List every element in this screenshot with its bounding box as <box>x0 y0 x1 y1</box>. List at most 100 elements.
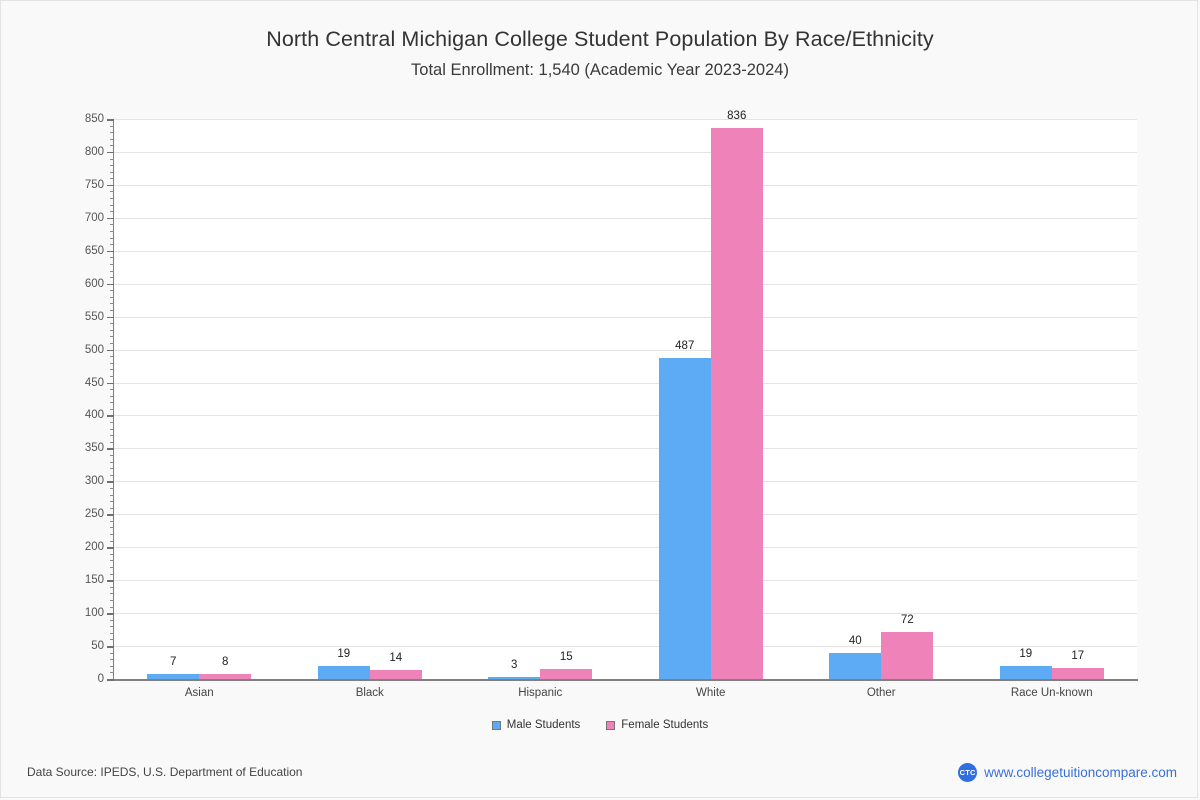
bar-male[interactable] <box>317 666 370 679</box>
bar-female[interactable] <box>540 669 593 679</box>
x-axis-label: Asian <box>184 687 214 699</box>
y-tick-label: 750 <box>84 178 104 191</box>
brand-footer[interactable]: CTC www.collegetuitioncompare.com <box>958 763 1177 782</box>
y-tick-label: 600 <box>84 277 104 290</box>
ctc-logo-icon: CTC <box>958 763 978 782</box>
y-tick-label: 0 <box>97 673 104 685</box>
y-tick-minor <box>110 198 114 200</box>
y-tick-major <box>107 613 114 615</box>
y-tick-minor <box>110 165 114 167</box>
brand-url-link[interactable]: www.collegetuitioncompare.com <box>984 765 1177 780</box>
y-tick-label: 150 <box>84 574 104 587</box>
y-tick-major <box>107 547 114 549</box>
y-tick-major <box>107 382 114 385</box>
y-tick-label: 850 <box>84 113 104 125</box>
x-axis-label: White <box>696 687 726 699</box>
bar-value-label: 40 <box>848 634 862 647</box>
gridline <box>114 514 1137 516</box>
bar-male[interactable] <box>488 677 541 679</box>
bar-value-label: 836 <box>727 110 747 123</box>
y-tick-major <box>107 184 114 187</box>
y-tick-label: 200 <box>84 541 104 554</box>
y-tick-label: 300 <box>84 475 104 488</box>
y-tick-minor <box>110 375 114 377</box>
gridline <box>114 316 1137 318</box>
y-tick-minor <box>110 290 114 292</box>
legend-item-female[interactable]: Female Students <box>606 719 708 731</box>
y-tick-major <box>107 580 114 582</box>
y-tick-major <box>107 349 114 352</box>
y-tick-major <box>107 646 114 648</box>
chart-legend: Male Students Female Students <box>1 719 1199 731</box>
y-tick-minor <box>110 599 114 601</box>
data-source-text: Data Source: IPEDS, U.S. Department of E… <box>27 765 303 779</box>
gridline <box>114 349 1137 351</box>
x-axis-label: Black <box>355 687 384 699</box>
y-tick-minor <box>110 652 114 654</box>
y-tick-label: 250 <box>84 508 104 521</box>
bar-male[interactable] <box>829 652 882 679</box>
y-tick-minor <box>110 626 114 628</box>
y-tick-minor <box>110 665 114 667</box>
bar-female[interactable] <box>710 128 763 679</box>
chart-subtitle: Total Enrollment: 1,540 (Academic Year 2… <box>411 61 789 79</box>
y-tick-minor <box>110 639 114 641</box>
y-tick-minor <box>110 593 114 595</box>
bar-female[interactable] <box>199 673 252 679</box>
bar-value-label: 72 <box>900 613 914 626</box>
y-tick-minor <box>110 402 114 404</box>
y-tick-label: 650 <box>84 244 104 257</box>
y-tick-major <box>107 151 114 154</box>
gridline <box>114 613 1137 615</box>
bar-male[interactable] <box>147 674 200 679</box>
y-tick-minor <box>110 455 114 456</box>
bar-value-label: 15 <box>559 651 573 664</box>
gridline <box>114 119 1137 120</box>
y-tick-minor <box>110 428 114 430</box>
gridline <box>114 382 1137 384</box>
bar-female[interactable] <box>881 631 934 679</box>
y-tick-minor <box>110 362 114 364</box>
bar-female[interactable] <box>369 669 422 679</box>
y-tick-minor <box>110 310 114 312</box>
y-tick-minor <box>110 487 114 489</box>
gridline <box>114 415 1137 417</box>
y-tick-minor <box>110 145 114 147</box>
y-tick-minor <box>110 494 114 496</box>
gridline <box>114 646 1137 648</box>
bar-male[interactable] <box>999 666 1052 679</box>
bar-value-label: 17 <box>1071 649 1085 662</box>
gridline <box>114 580 1137 582</box>
y-tick-major <box>107 514 114 516</box>
y-tick-major <box>107 119 114 121</box>
y-tick-minor <box>110 356 114 358</box>
bar-female[interactable] <box>1051 667 1104 679</box>
y-tick-minor <box>110 435 114 437</box>
y-tick-minor <box>110 553 114 555</box>
gridline <box>114 283 1137 285</box>
y-tick-minor <box>110 158 114 160</box>
x-axis-label: Race Un-known <box>1010 687 1093 699</box>
y-tick-minor <box>110 474 114 476</box>
y-tick-minor <box>110 408 114 410</box>
bar-value-label: 14 <box>389 651 403 664</box>
legend-swatch-icon <box>606 720 616 730</box>
y-tick-minor <box>110 204 114 206</box>
y-tick-minor <box>110 527 114 529</box>
legend-swatch-icon <box>491 720 501 730</box>
gridline <box>114 481 1137 483</box>
y-tick-major <box>107 448 114 450</box>
y-tick-label: 800 <box>84 145 104 158</box>
y-tick-minor <box>110 659 114 661</box>
y-tick-minor <box>110 672 114 674</box>
y-tick-minor <box>110 132 114 134</box>
y-tick-minor <box>110 257 114 259</box>
y-tick-minor <box>110 270 114 272</box>
bar-male[interactable] <box>658 358 711 679</box>
y-tick-minor <box>110 501 114 503</box>
legend-item-male[interactable]: Male Students <box>491 719 580 731</box>
y-tick-minor <box>110 632 114 634</box>
y-tick-label: 700 <box>84 211 104 224</box>
y-tick-label: 550 <box>84 310 104 323</box>
